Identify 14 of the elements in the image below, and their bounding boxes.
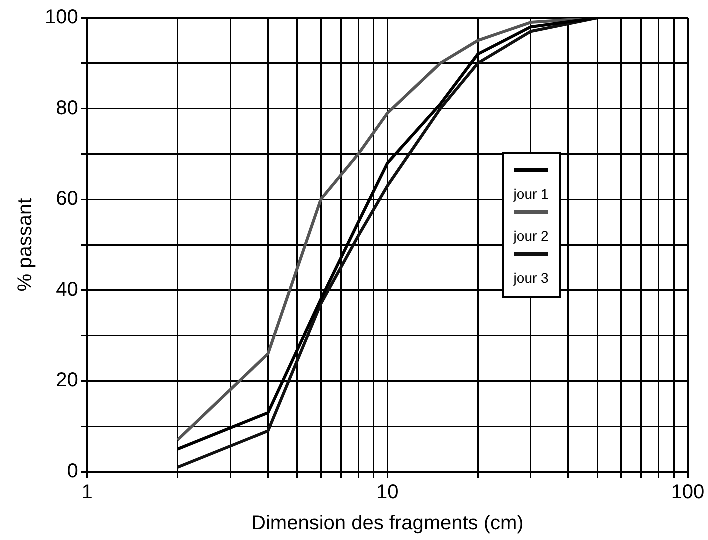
legend-label: jour 2 bbox=[514, 228, 549, 244]
y-tick-label: 80 bbox=[56, 97, 78, 120]
x-tick-label: 10 bbox=[376, 482, 399, 504]
legend-label: jour 1 bbox=[514, 186, 549, 202]
legend-label: jour 3 bbox=[514, 270, 549, 286]
y-tick-label: 40 bbox=[56, 278, 78, 301]
y-tick-label: 100 bbox=[44, 6, 78, 29]
y-tick-label: 20 bbox=[56, 370, 78, 392]
x-tick-label: 1 bbox=[82, 482, 93, 504]
x-axis-title: Dimension des fragments (cm) bbox=[252, 512, 524, 535]
x-tick-label: 100 bbox=[671, 482, 705, 504]
y-tick-label: 0 bbox=[67, 460, 78, 483]
y-axis-title: % passant bbox=[14, 198, 37, 292]
y-tick-label: 60 bbox=[56, 188, 78, 210]
